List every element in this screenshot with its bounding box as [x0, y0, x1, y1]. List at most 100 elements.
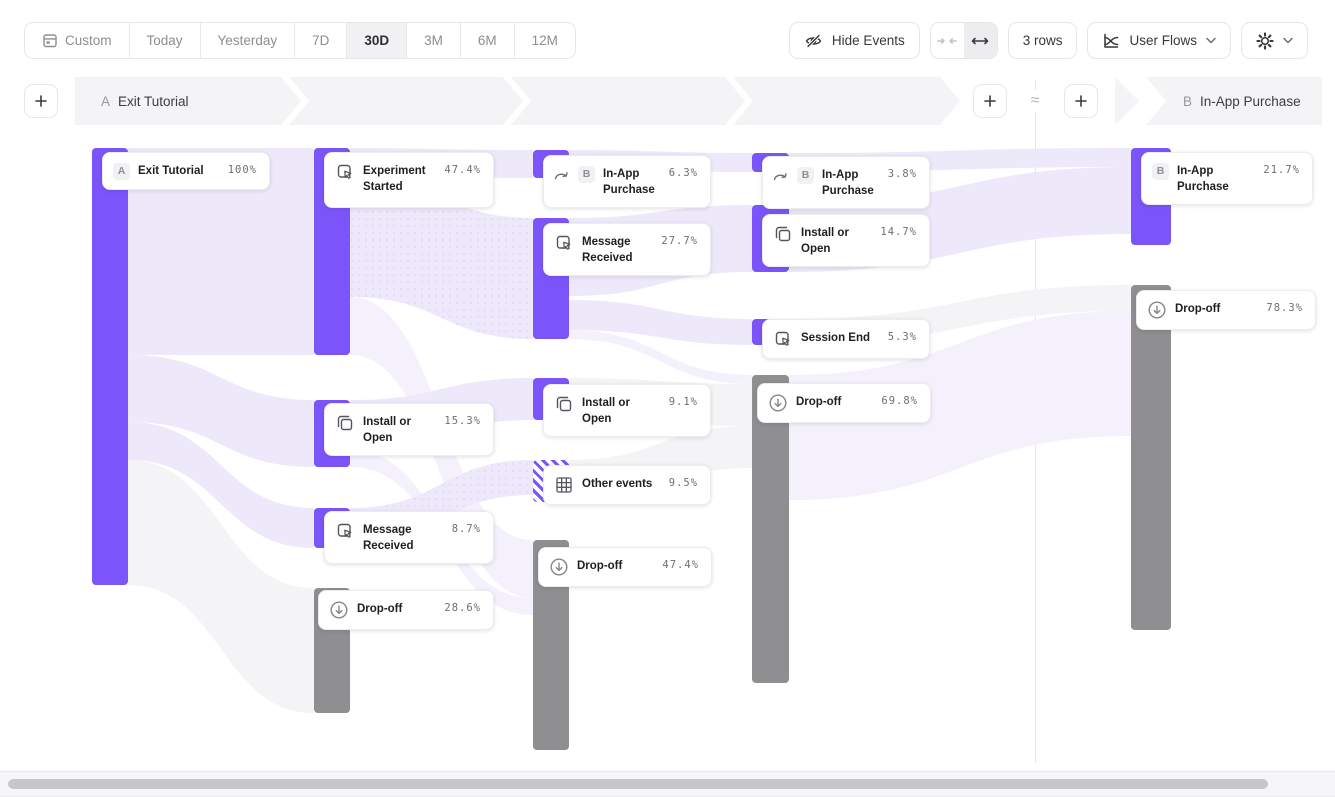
- event-icon: [773, 329, 793, 349]
- flow-node-card[interactable]: Install or Open 14.7%: [762, 214, 930, 268]
- node-label: Other events: [582, 478, 653, 490]
- grid-icon: [554, 475, 574, 495]
- flow-node-card[interactable]: Drop-off 28.6%: [318, 590, 494, 630]
- date-range-30d[interactable]: 30D: [347, 23, 408, 58]
- flow-a-segment: [289, 77, 523, 125]
- dropoff-icon: [1147, 300, 1167, 320]
- node-value: 9.5%: [668, 477, 698, 489]
- flow-ribbon: [128, 460, 314, 713]
- flow-a-label: A Exit Tutorial: [101, 77, 189, 125]
- flow-node-card[interactable]: Other events 9.5%: [543, 465, 711, 505]
- approx-separator: ≈: [1021, 90, 1049, 112]
- flow-a-letter: A: [101, 93, 111, 109]
- scrollbar-track: [0, 771, 1335, 797]
- view-selector-label: User Flows: [1129, 33, 1197, 48]
- node-value: 9.1%: [668, 396, 698, 408]
- flow-a-segment: A Exit Tutorial: [75, 77, 301, 125]
- toolbar: Custom Today Yesterday 7D 30D 3M 6M 12M Hide Ev…: [0, 0, 1335, 70]
- date-range-label: Yesterday: [217, 33, 278, 48]
- arrows-inward-icon: [937, 35, 957, 47]
- flow-node-bar[interactable]: [752, 375, 789, 683]
- flow-node-card[interactable]: Message Received 8.7%: [324, 511, 494, 565]
- eye-off-icon: [804, 32, 823, 50]
- date-range-7d[interactable]: 7D: [295, 23, 348, 58]
- calendar-icon: [42, 32, 58, 49]
- flow-node-card[interactable]: B In-App Purchase 3.8%: [762, 156, 930, 210]
- plus-icon: [983, 94, 997, 108]
- node-value: 100%: [227, 164, 257, 176]
- dropoff-icon: [549, 557, 569, 577]
- flow-b-banner[interactable]: B In-App Purchase: [1115, 77, 1322, 125]
- node-value: 21.7%: [1263, 164, 1300, 176]
- flow-node-card[interactable]: Experiment Started 47.4%: [324, 152, 494, 208]
- date-range-custom[interactable]: Custom: [25, 23, 130, 58]
- node-label: Message Received: [363, 524, 414, 553]
- node-label: Install or Open: [801, 227, 849, 256]
- flow-node-card[interactable]: Install or Open 15.3%: [324, 403, 494, 457]
- flow-node-card[interactable]: B In-App Purchase 6.3%: [543, 155, 711, 209]
- flow-b-letter: B: [1183, 93, 1193, 109]
- flow-ribbon: [128, 422, 314, 548]
- flow-ribbon: [128, 355, 314, 467]
- view-selector[interactable]: User Flows: [1087, 22, 1231, 59]
- event-icon: [335, 162, 355, 182]
- hide-events-label: Hide Events: [831, 33, 905, 48]
- horizontal-scrollbar[interactable]: [8, 779, 1268, 789]
- flow-header: A Exit Tutorial ≈ B In-App Purchase: [0, 77, 1335, 125]
- date-range-3m[interactable]: 3M: [407, 23, 461, 58]
- rows-button[interactable]: 3 rows: [1007, 22, 1078, 59]
- node-label: Drop-off: [577, 560, 623, 572]
- flow-letter-badge: A: [113, 162, 130, 180]
- flow-node-card[interactable]: A Exit Tutorial 100%: [102, 152, 270, 190]
- date-range-label: Custom: [65, 33, 112, 48]
- flow-node-bar[interactable]: [92, 148, 128, 585]
- expand-columns-button[interactable]: [963, 23, 997, 58]
- node-value: 5.3%: [887, 331, 917, 343]
- chevron-down-icon: [1283, 37, 1293, 44]
- node-label: Drop-off: [796, 396, 842, 408]
- node-value: 69.8%: [881, 395, 918, 407]
- collapse-columns-button[interactable]: [931, 23, 964, 58]
- node-value: 8.7%: [451, 523, 481, 535]
- date-range-label: 3M: [424, 33, 443, 48]
- hide-events-button[interactable]: Hide Events: [788, 22, 920, 59]
- node-value: 3.8%: [887, 168, 917, 180]
- node-label: In-App Purchase: [1177, 165, 1229, 194]
- flow-node-bar[interactable]: [1131, 285, 1171, 630]
- date-range-yesterday[interactable]: Yesterday: [200, 23, 296, 58]
- purchase-icon: [554, 168, 570, 181]
- node-label: Drop-off: [1175, 303, 1221, 315]
- arrows-outward-icon: [970, 35, 990, 47]
- flow-ribbon: [569, 330, 752, 384]
- event-icon: [554, 233, 574, 253]
- plus-icon: [1074, 94, 1088, 108]
- flow-node-card[interactable]: Message Received 27.7%: [543, 223, 711, 277]
- add-step-start-a-button[interactable]: [24, 84, 58, 118]
- flow-node-card[interactable]: Drop-off 47.4%: [538, 547, 712, 587]
- date-range-6m[interactable]: 6M: [460, 23, 515, 58]
- flow-a-banner[interactable]: A Exit Tutorial: [75, 77, 960, 125]
- purchase-icon: [773, 169, 789, 182]
- date-range-12m[interactable]: 12M: [514, 23, 575, 58]
- flow-node-card[interactable]: Drop-off 69.8%: [757, 383, 931, 423]
- flow-letter-badge: B: [578, 165, 595, 183]
- install-icon: [554, 394, 574, 414]
- settings-button[interactable]: [1241, 22, 1308, 59]
- add-step-end-a-button[interactable]: [973, 84, 1007, 118]
- flow-node-card[interactable]: Session End 5.3%: [762, 319, 930, 359]
- node-value: 27.7%: [661, 235, 698, 247]
- node-value: 6.3%: [668, 167, 698, 179]
- flow-node-card[interactable]: Drop-off 78.3%: [1136, 290, 1316, 330]
- node-label: In-App Purchase: [822, 169, 874, 198]
- flow-node-card[interactable]: Install or Open 9.1%: [543, 384, 711, 438]
- date-range-label: 30D: [364, 33, 390, 48]
- add-step-start-b-button[interactable]: [1064, 84, 1098, 118]
- date-range-today[interactable]: Today: [129, 23, 201, 58]
- flow-b-name: In-App Purchase: [1200, 93, 1301, 109]
- node-label: Install or Open: [363, 416, 411, 445]
- flow-node-card[interactable]: B In-App Purchase 21.7%: [1141, 152, 1313, 206]
- date-range-label: Today: [146, 33, 183, 48]
- node-value: 78.3%: [1266, 302, 1303, 314]
- dropoff-icon: [768, 393, 788, 413]
